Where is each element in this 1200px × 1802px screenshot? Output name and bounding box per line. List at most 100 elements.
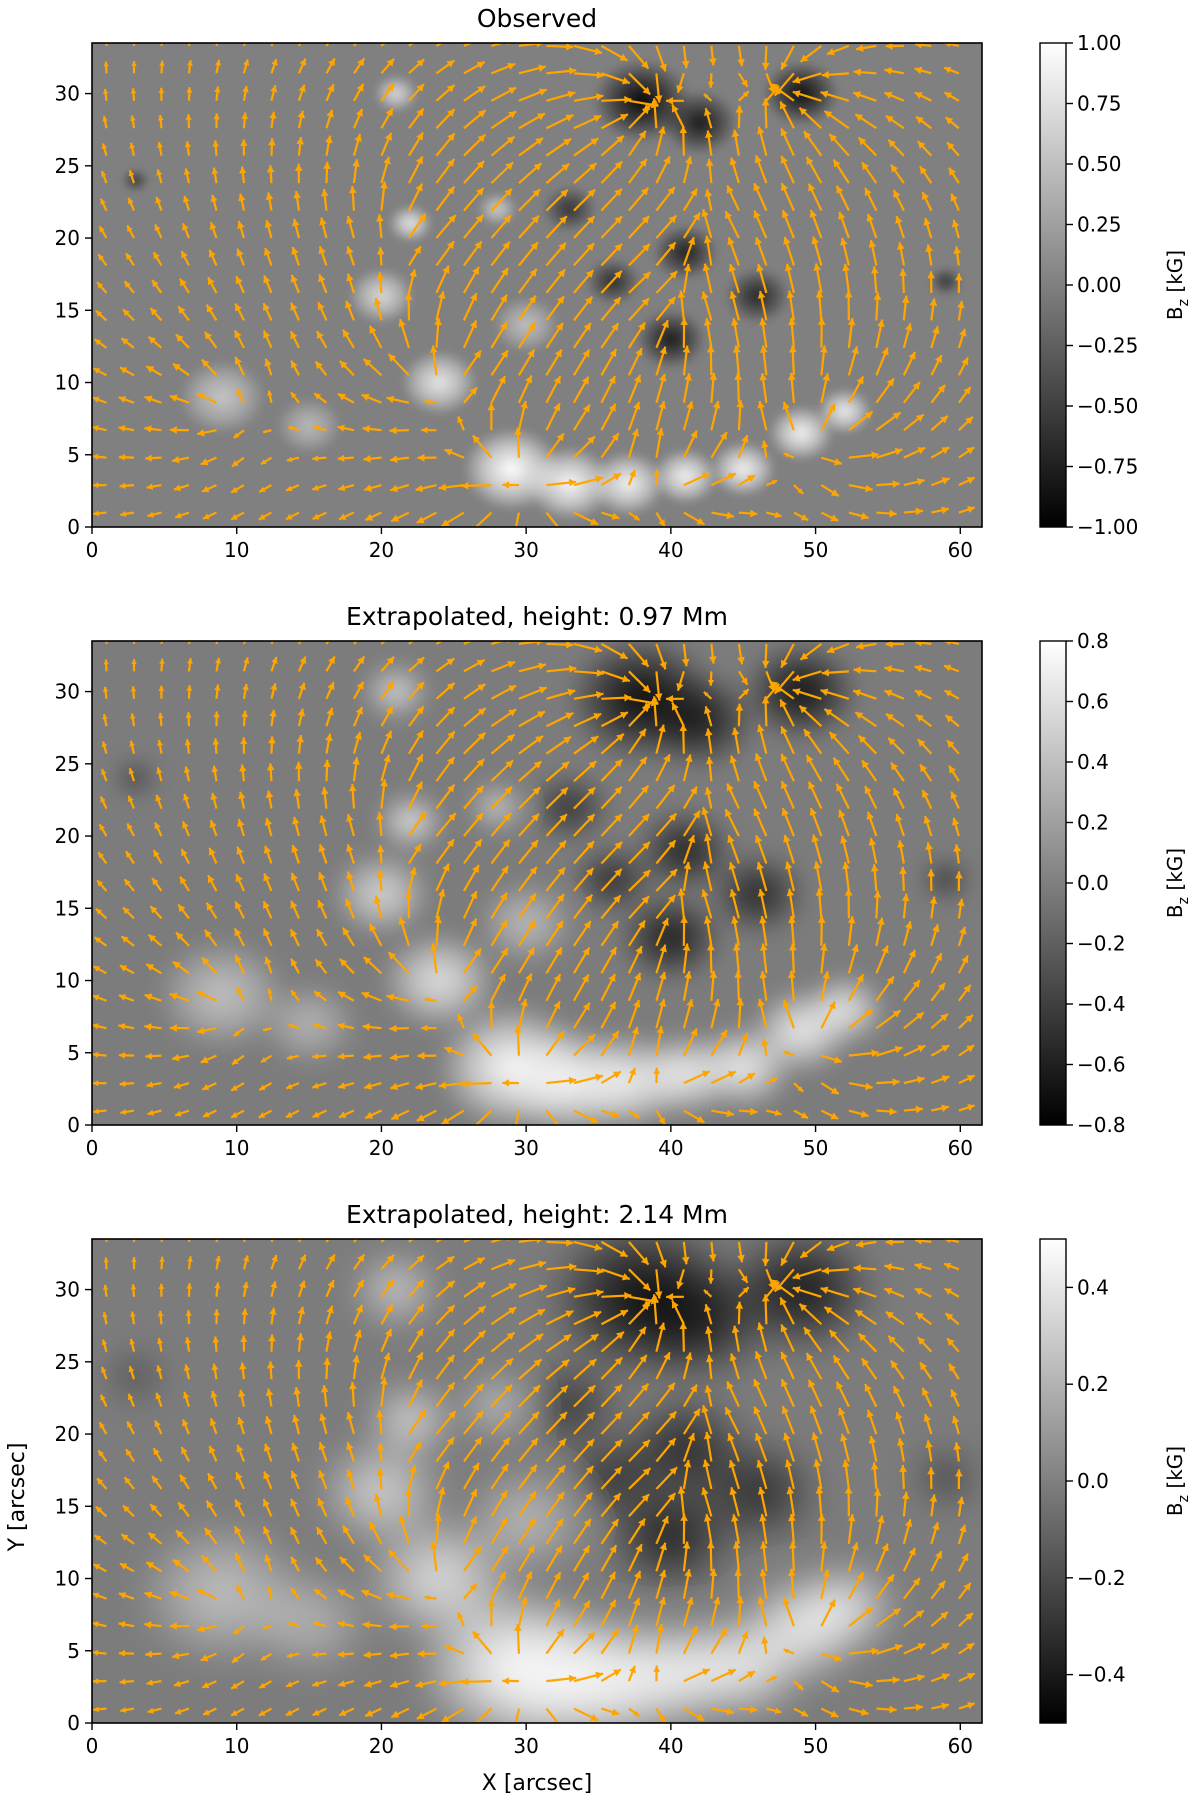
field-vector-arrow xyxy=(518,710,546,728)
field-vector-arrow xyxy=(899,866,907,891)
field-vector-arrow xyxy=(518,162,543,184)
field-vector-arrow xyxy=(756,126,768,156)
field-vector-arrow xyxy=(120,1706,135,1713)
field-vector-arrow xyxy=(337,1052,355,1060)
field-vector-arrow xyxy=(376,870,385,892)
field-vector-arrow xyxy=(780,753,795,782)
field-vector-arrow xyxy=(146,1679,162,1686)
field-vector-arrow xyxy=(655,784,676,810)
field-vector-arrow xyxy=(338,1109,355,1119)
field-vector-arrow xyxy=(463,349,482,376)
field-vector-arrow xyxy=(242,85,249,101)
field-vector-arrow xyxy=(756,724,768,754)
field-vector-arrow xyxy=(753,210,768,239)
field-vector-arrow xyxy=(780,643,795,669)
field-vector-arrow xyxy=(160,1239,163,1243)
field-vector-arrow xyxy=(157,1337,163,1352)
field-vector-arrow xyxy=(230,484,245,494)
field-vector-arrow xyxy=(711,1109,735,1118)
field-vector-arrow xyxy=(844,888,853,919)
field-vector-arrow xyxy=(338,1707,355,1717)
field-vector-arrow xyxy=(339,1556,355,1573)
field-vector-arrow xyxy=(200,1054,217,1064)
field-vector-arrow xyxy=(600,1466,623,1490)
field-vector-arrow xyxy=(842,1459,850,1490)
field-vector-arrow xyxy=(944,116,960,130)
field-vector-arrow xyxy=(682,998,694,1029)
field-vector-arrow xyxy=(756,1459,768,1490)
field-vector-arrow xyxy=(737,1268,749,1284)
field-vector-arrow xyxy=(345,898,355,919)
field-vector-arrow xyxy=(389,1082,410,1091)
field-vector-arrow xyxy=(297,708,306,727)
field-vector-arrow xyxy=(352,1279,365,1298)
field-vector-arrow xyxy=(126,822,135,837)
field-vector-arrow xyxy=(628,643,650,668)
field-vector-arrow xyxy=(380,681,395,700)
field-vector-arrow xyxy=(435,812,457,837)
field-vector-arrow xyxy=(809,1405,823,1435)
field-vector-arrow xyxy=(380,57,395,75)
field-vector-arrow xyxy=(820,402,836,431)
field-vector-arrow xyxy=(628,243,651,267)
field-vector-arrow xyxy=(293,1386,301,1407)
field-vector-arrow xyxy=(490,187,513,212)
field-vector-arrow xyxy=(682,834,696,864)
field-vector-arrow xyxy=(601,1291,632,1300)
field-vector-arrow xyxy=(799,643,823,661)
field-vector-arrow xyxy=(435,265,450,294)
field-vector-arrow xyxy=(147,511,162,518)
field-vector-arrow xyxy=(782,1597,795,1627)
field-vector-arrow xyxy=(848,1647,879,1656)
field-vector-arrow xyxy=(627,1665,636,1682)
field-vector-arrow xyxy=(545,1598,561,1627)
field-vector-arrow xyxy=(264,1415,273,1435)
field-vector-arrow xyxy=(231,1054,245,1066)
field-vector-arrow xyxy=(627,1326,647,1353)
field-vector-arrow xyxy=(145,365,163,377)
field-vector-arrow xyxy=(407,867,417,892)
field-vector-arrow xyxy=(92,482,107,489)
field-vector-arrow xyxy=(545,1384,569,1408)
field-vector-arrow xyxy=(404,890,413,919)
field-vector-arrow xyxy=(389,1651,410,1659)
field-vector-arrow xyxy=(545,813,568,837)
field-vector-arrow xyxy=(573,1384,596,1408)
field-vector-arrow xyxy=(518,188,541,212)
field-vector-arrow xyxy=(780,127,795,157)
field-vector-arrow xyxy=(545,866,566,892)
field-vector-arrow xyxy=(875,917,885,947)
field-vector-arrow xyxy=(291,844,300,864)
field-vector-arrow xyxy=(212,738,220,754)
field-vector-arrow xyxy=(820,943,828,974)
field-vector-arrow xyxy=(682,1569,692,1599)
field-vector-arrow xyxy=(130,1311,136,1325)
field-vector-arrow xyxy=(914,1262,932,1271)
field-vector-arrow xyxy=(120,1533,135,1545)
field-vector-arrow xyxy=(207,874,218,892)
colorbar-tick-label: −0.4 xyxy=(1077,1663,1126,1687)
field-vector-arrow xyxy=(809,209,823,239)
field-vector-arrow xyxy=(128,169,136,184)
field-vector-arrow xyxy=(915,115,933,130)
field-vector-arrow xyxy=(348,1381,357,1407)
field-vector-arrow xyxy=(931,1702,950,1710)
field-vector-arrow xyxy=(286,1652,300,1659)
field-vector-arrow xyxy=(600,1668,622,1683)
field-vector-arrow xyxy=(373,1493,383,1517)
field-vector-arrow xyxy=(490,214,512,239)
field-vector-arrow xyxy=(600,1001,617,1029)
field-vector-arrow xyxy=(258,484,272,493)
field-vector-arrow xyxy=(902,351,917,376)
field-vector-arrow xyxy=(703,318,713,349)
field-vector-arrow xyxy=(490,135,516,157)
field-vector-arrow xyxy=(149,307,163,322)
field-vector-arrow xyxy=(914,91,932,102)
positive-polarity-region xyxy=(817,388,872,435)
field-vector-arrow xyxy=(628,1241,650,1266)
field-vector-arrow xyxy=(545,162,570,184)
field-vector-arrow xyxy=(101,1339,108,1352)
field-vector-arrow xyxy=(627,428,640,458)
field-vector-arrow xyxy=(545,1571,562,1600)
